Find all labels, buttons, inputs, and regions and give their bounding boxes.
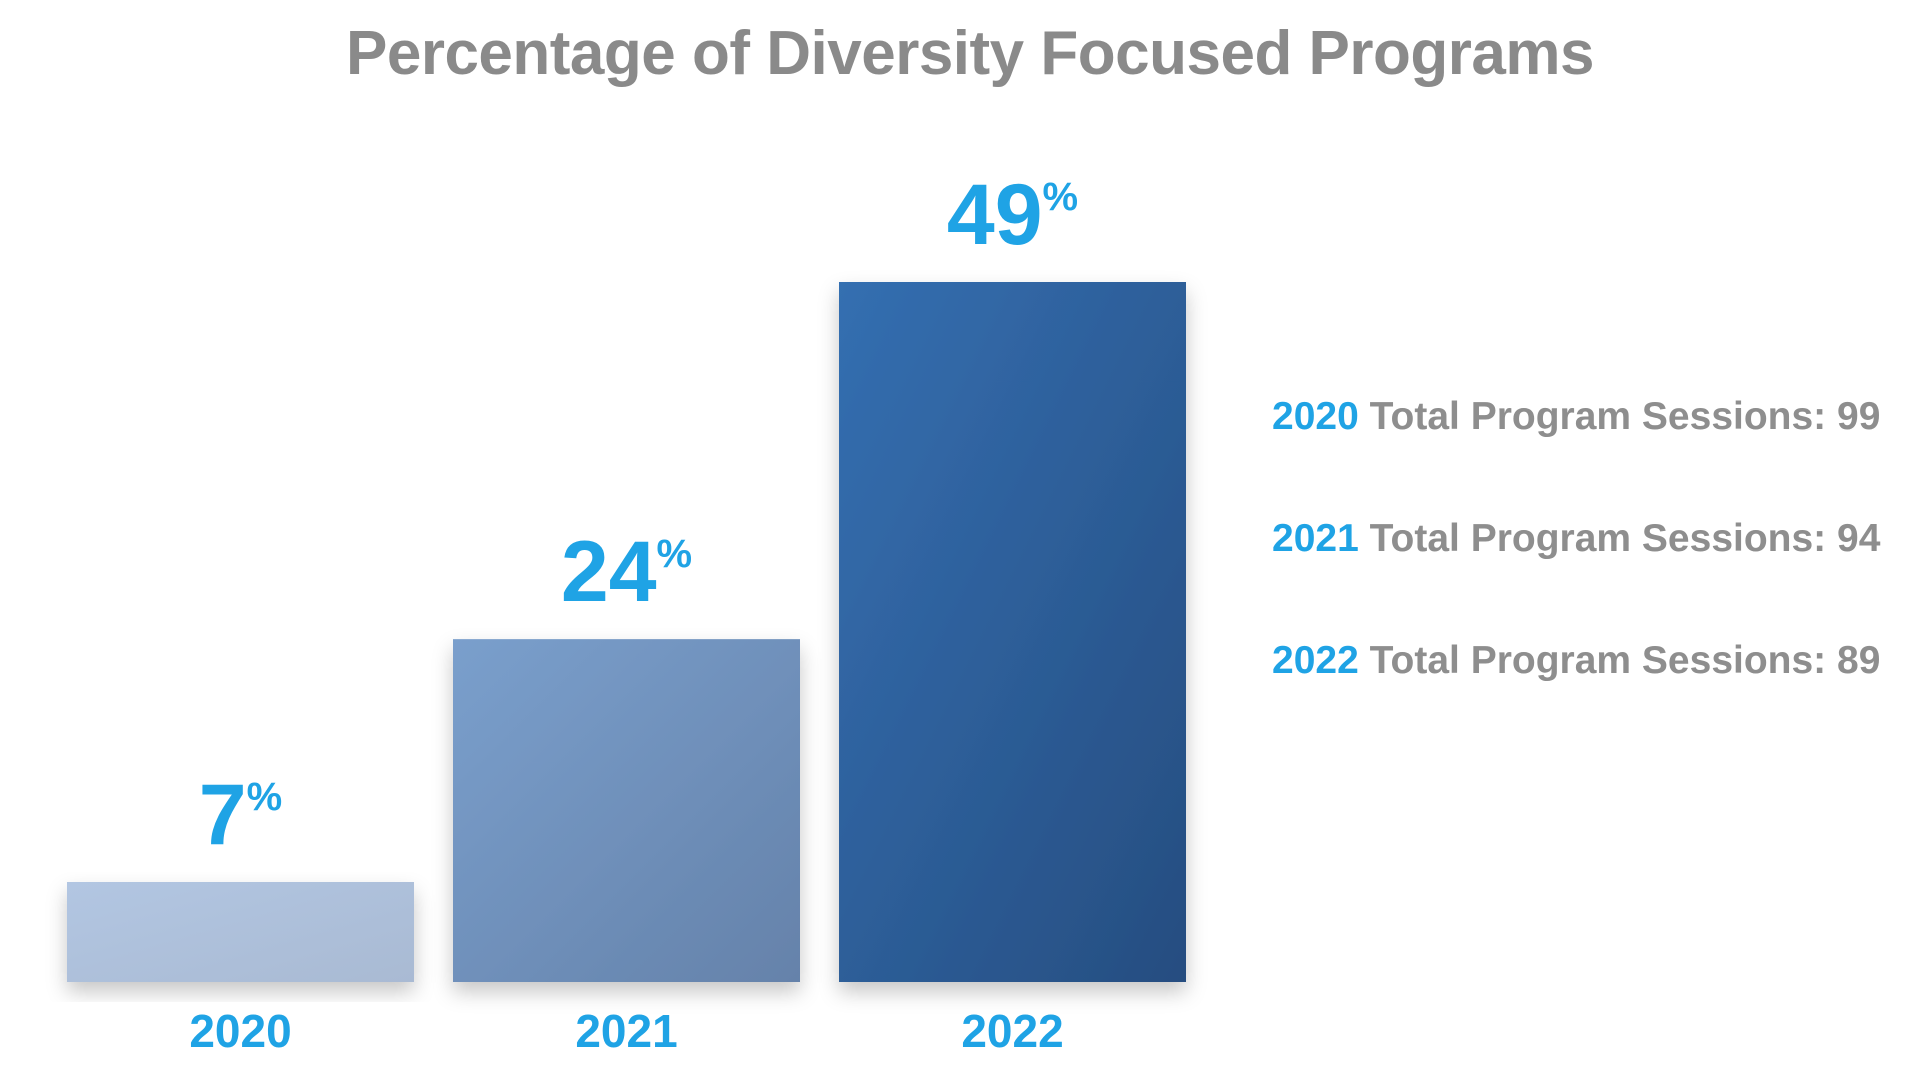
category-label-2021: 2021: [575, 1005, 677, 1057]
value-label-2022: 49%: [947, 167, 1078, 263]
value-label-2021: 24%: [561, 524, 692, 620]
sessions-year: 2022: [1272, 639, 1359, 682]
sessions-text: Total Program Sessions: 89: [1369, 639, 1881, 682]
category-label-2020: 2020: [189, 1005, 291, 1057]
sessions-text: Total Program Sessions: 94: [1369, 517, 1881, 560]
sessions-item-2022: 2022 Total Program Sessions: 89: [1272, 639, 1912, 761]
sessions-year: 2020: [1272, 395, 1359, 438]
category-label-2022: 2022: [961, 1005, 1063, 1057]
sessions-item-2020: 2020 Total Program Sessions: 99: [1272, 395, 1912, 517]
sessions-text: Total Program Sessions: 99: [1369, 395, 1881, 438]
bar-2021: [453, 639, 800, 982]
bar-2022: [839, 282, 1186, 982]
bar-2020: [67, 882, 414, 982]
value-label-2020: 7%: [199, 767, 282, 863]
labels-layer: 7% 2020 24% 2021 49% 2022: [189, 167, 1078, 1057]
chart-title: Percentage of Diversity Focused Programs: [345, 19, 1595, 88]
sessions-item-2021: 2021 Total Program Sessions: 94: [1272, 517, 1912, 639]
sessions-list: 2020 Total Program Sessions: 99 2021 Tot…: [1272, 395, 1912, 761]
sessions-year: 2021: [1272, 517, 1359, 560]
bars-layer: [67, 282, 1186, 982]
